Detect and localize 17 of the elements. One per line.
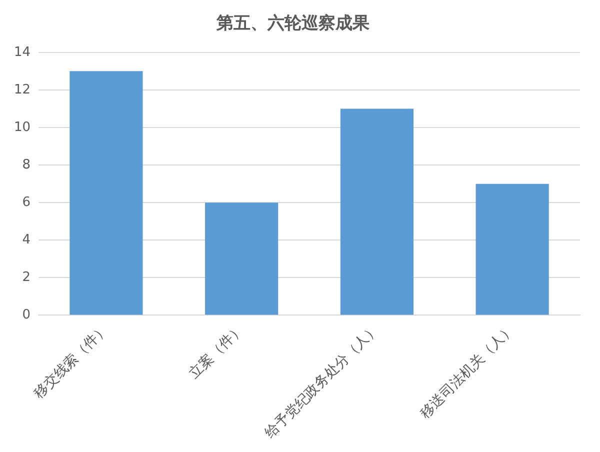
- bar: [340, 108, 414, 315]
- bar: [476, 184, 549, 315]
- y-tick-label: 10: [14, 120, 31, 135]
- y-tick-label: 12: [14, 82, 31, 98]
- x-tick-label: 移交线索（件）: [31, 321, 112, 402]
- y-tick-label: 8: [22, 157, 31, 172]
- y-tick-label: 14: [14, 44, 31, 60]
- x-tick-label: 给予党纪政务处分（人）: [262, 321, 382, 442]
- x-tick-label: 立案（件）: [185, 320, 247, 382]
- y-tick-label: 6: [22, 194, 31, 210]
- y-tick-label: 4: [22, 232, 31, 248]
- x-tick-label: 移送司法机关（人）: [417, 321, 518, 422]
- bar: [70, 71, 143, 315]
- chart-title: 第五、六轮巡察成果: [216, 14, 370, 34]
- y-tick-label: 0: [22, 308, 31, 323]
- y-tick-label: 2: [22, 270, 31, 286]
- bar: [205, 202, 278, 315]
